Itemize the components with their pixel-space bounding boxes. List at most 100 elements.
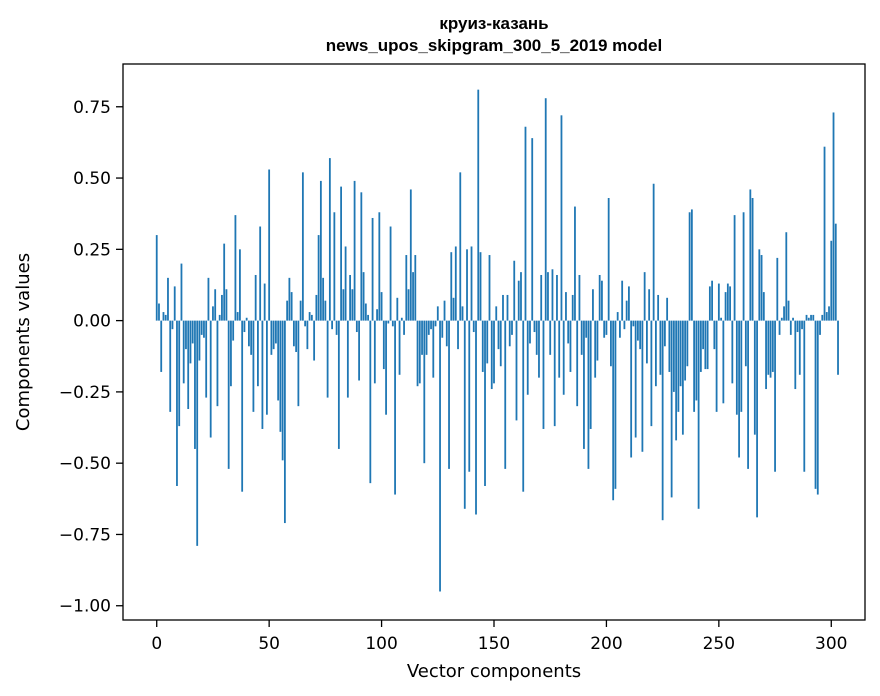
bar-63 bbox=[297, 320, 300, 407]
bar-295 bbox=[819, 320, 821, 335]
bar-287 bbox=[801, 320, 803, 330]
bar-274 bbox=[771, 320, 774, 372]
bar-191 bbox=[585, 320, 588, 338]
bar-2 bbox=[160, 320, 163, 372]
bar-142 bbox=[475, 320, 477, 515]
bar-90 bbox=[358, 320, 360, 381]
bar-64 bbox=[299, 300, 302, 321]
bar-130 bbox=[448, 320, 450, 469]
bar-179 bbox=[558, 320, 561, 378]
bar-131 bbox=[450, 252, 453, 321]
bar-253 bbox=[724, 292, 727, 321]
bar-113 bbox=[409, 189, 412, 321]
bar-288 bbox=[803, 320, 806, 472]
bar-105 bbox=[391, 320, 394, 327]
bar-18 bbox=[196, 320, 199, 546]
bar-101 bbox=[382, 320, 385, 370]
bar-129 bbox=[445, 320, 448, 347]
bar-21 bbox=[203, 320, 205, 338]
bar-234 bbox=[681, 320, 684, 435]
bar-268 bbox=[758, 249, 761, 321]
bar-3 bbox=[162, 312, 165, 321]
bar-240 bbox=[695, 320, 698, 401]
bar-226 bbox=[663, 320, 666, 347]
bar-152 bbox=[497, 320, 500, 350]
bar-222 bbox=[654, 320, 657, 387]
bar-270 bbox=[762, 292, 765, 321]
bar-115 bbox=[414, 255, 417, 321]
bar-219 bbox=[648, 289, 651, 321]
bar-236 bbox=[686, 320, 689, 367]
bar-30 bbox=[223, 243, 226, 321]
bar-84 bbox=[344, 246, 347, 321]
bar-73 bbox=[319, 180, 322, 321]
bar-280 bbox=[785, 232, 788, 321]
bar-77 bbox=[328, 158, 331, 321]
bar-215 bbox=[639, 320, 642, 350]
bar-285 bbox=[796, 320, 799, 333]
bar-42 bbox=[250, 320, 253, 355]
bar-199 bbox=[603, 320, 606, 338]
bar-294 bbox=[816, 320, 819, 495]
y-tick-label: 0.75 bbox=[73, 98, 111, 118]
bar-24 bbox=[209, 320, 212, 438]
bar-71 bbox=[315, 294, 318, 321]
bar-133 bbox=[454, 246, 457, 321]
bar-74 bbox=[322, 277, 325, 321]
bar-203 bbox=[612, 320, 615, 501]
bar-16 bbox=[191, 320, 194, 344]
bar-39 bbox=[243, 320, 246, 333]
y-tick-label: −0.50 bbox=[59, 454, 111, 474]
bar-97 bbox=[373, 320, 376, 384]
bar-163 bbox=[522, 320, 525, 492]
bar-165 bbox=[526, 320, 529, 395]
bar-279 bbox=[783, 306, 785, 321]
bar-299 bbox=[828, 306, 830, 321]
bar-158 bbox=[511, 320, 513, 335]
bar-205 bbox=[616, 312, 619, 321]
bar-108 bbox=[398, 320, 401, 375]
bar-272 bbox=[767, 320, 770, 375]
bar-116 bbox=[416, 320, 419, 387]
x-axis-label: Vector components bbox=[407, 661, 581, 682]
bar-127 bbox=[441, 320, 444, 338]
bar-204 bbox=[614, 320, 617, 489]
bar-217 bbox=[643, 272, 646, 321]
bar-154 bbox=[502, 294, 504, 321]
bar-70 bbox=[313, 320, 316, 361]
bar-88 bbox=[353, 180, 356, 321]
bar-148 bbox=[488, 255, 491, 321]
bar-81 bbox=[337, 320, 340, 449]
bar-53 bbox=[275, 320, 277, 344]
bar-59 bbox=[288, 277, 291, 321]
bar-225 bbox=[661, 320, 664, 521]
bar-51 bbox=[270, 320, 273, 355]
bar-121 bbox=[427, 320, 430, 335]
bar-252 bbox=[722, 320, 725, 404]
bar-174 bbox=[547, 272, 549, 321]
bar-227 bbox=[666, 297, 669, 321]
bar-161 bbox=[517, 280, 520, 321]
bar-289 bbox=[805, 314, 808, 321]
bar-110 bbox=[403, 320, 405, 335]
bar-153 bbox=[499, 320, 502, 367]
bar-232 bbox=[677, 320, 680, 412]
bar-177 bbox=[553, 320, 556, 427]
bar-212 bbox=[632, 320, 635, 327]
bar-284 bbox=[794, 320, 797, 390]
y-axis-label: Components values bbox=[13, 253, 34, 431]
bar-243 bbox=[702, 320, 705, 350]
bar-297 bbox=[823, 146, 826, 321]
bar-118 bbox=[421, 320, 423, 355]
bar-276 bbox=[776, 257, 779, 321]
bar-107 bbox=[396, 297, 399, 321]
bar-80 bbox=[335, 320, 338, 335]
bar-132 bbox=[452, 297, 455, 321]
bar-231 bbox=[675, 320, 678, 441]
chart-title-line2: news_upos_skipgram_300_5_2019 model bbox=[326, 36, 662, 55]
bar-211 bbox=[630, 320, 633, 458]
x-axis-ticks: 0 50 100 150 200 250 300 bbox=[151, 620, 847, 654]
bar-259 bbox=[738, 320, 740, 458]
bar-22 bbox=[205, 320, 208, 398]
bar-167 bbox=[531, 138, 534, 321]
